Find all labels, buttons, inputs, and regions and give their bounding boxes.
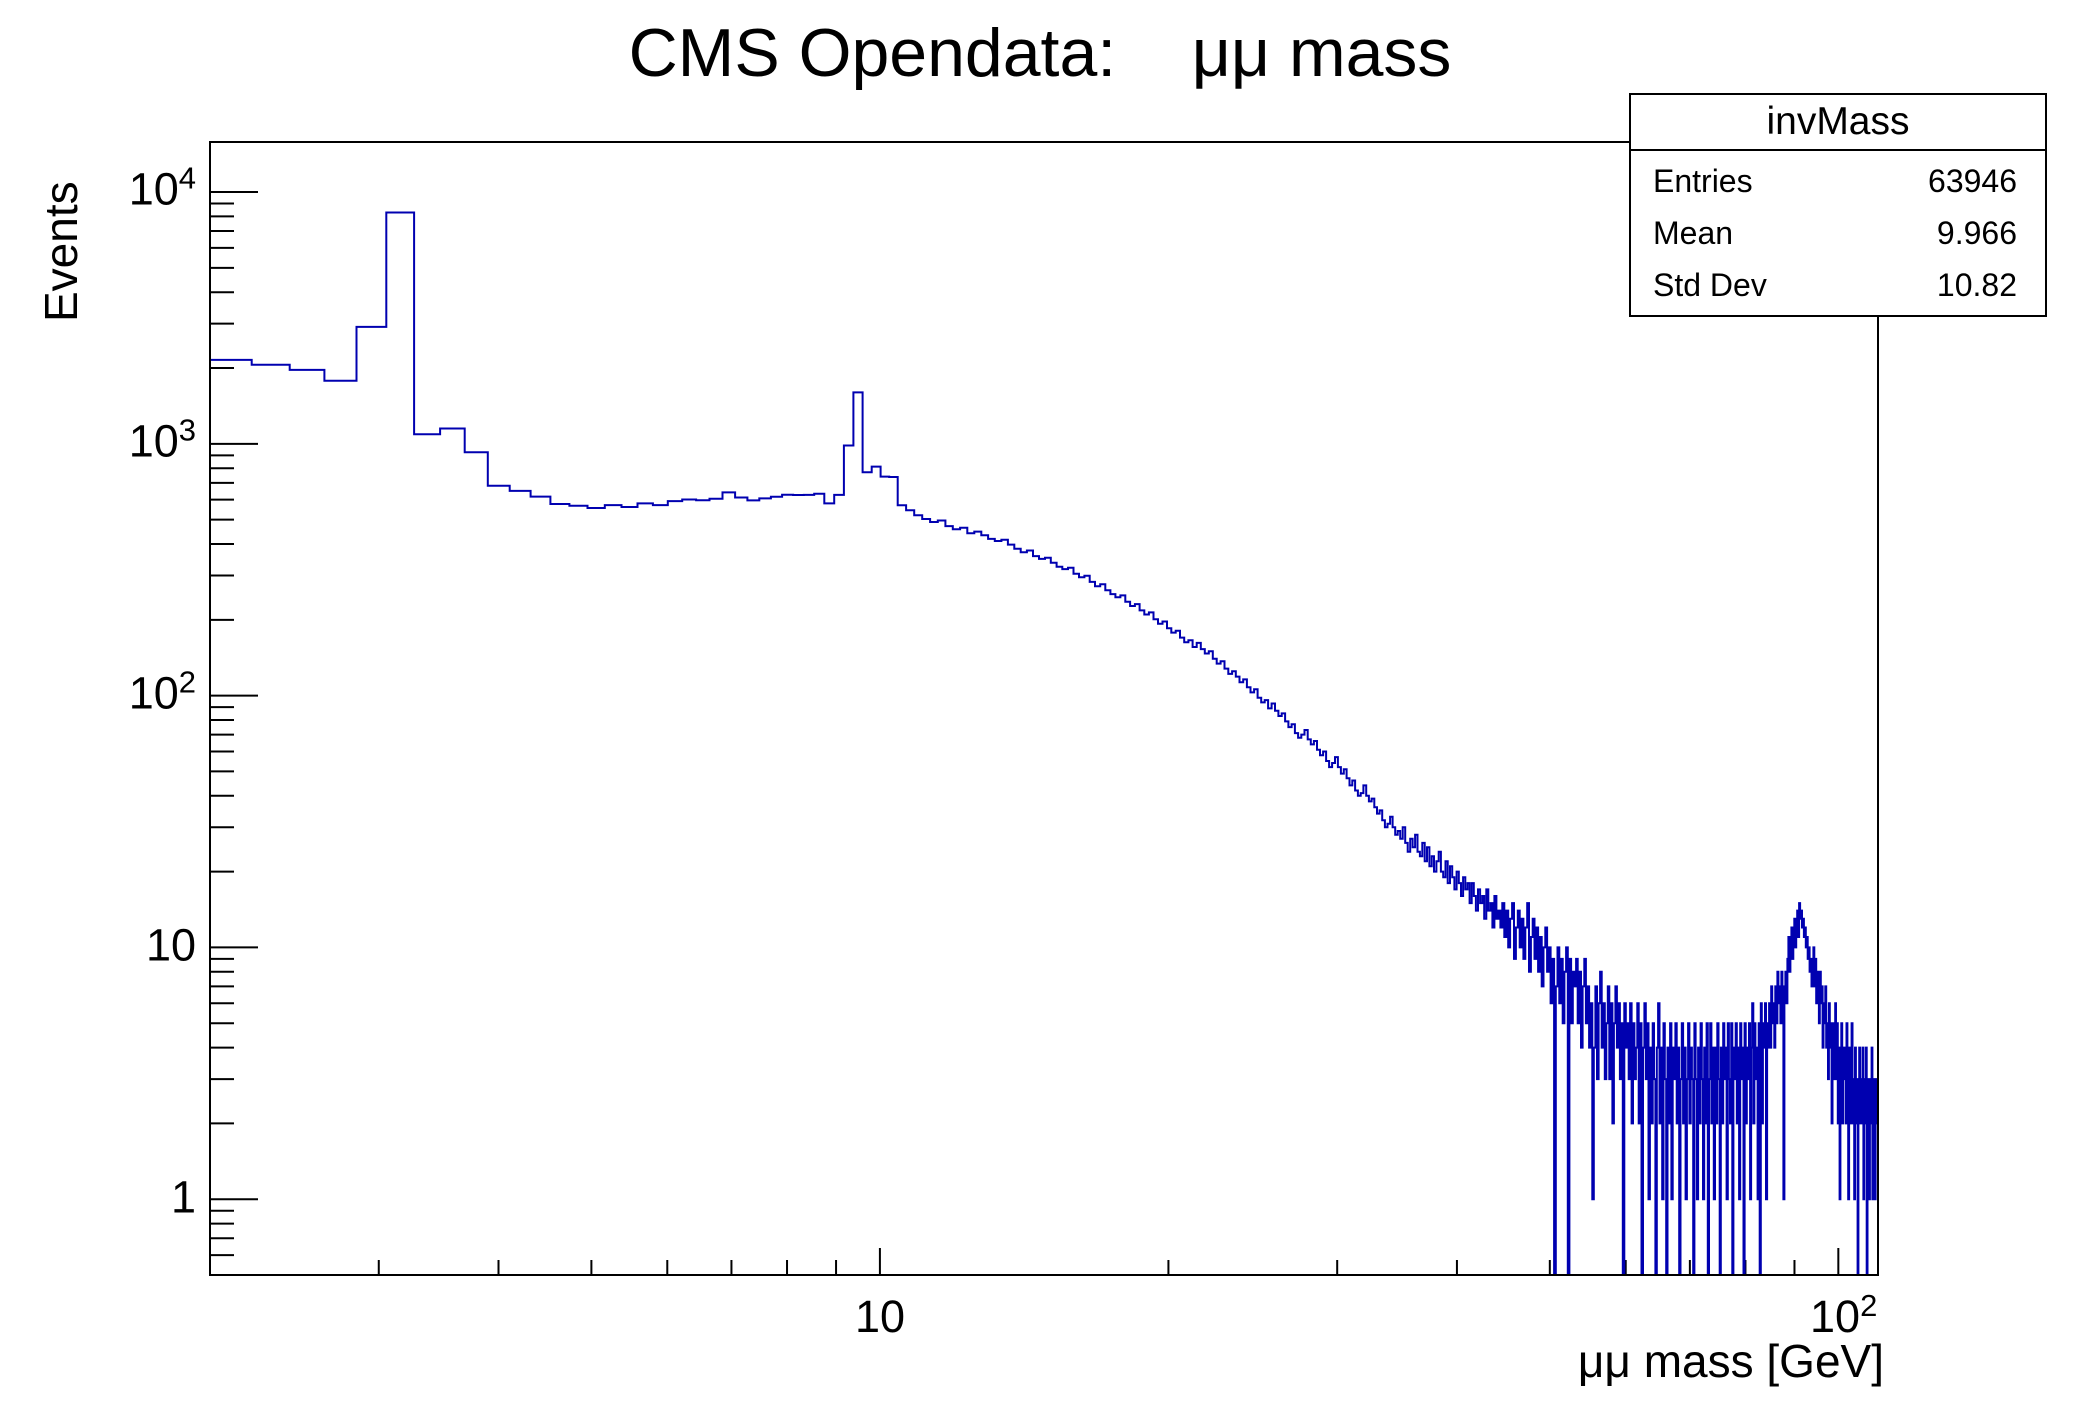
axis-ticks xyxy=(210,191,1840,1275)
stats-box: invMass Entries 63946 Mean 9.966 Std Dev… xyxy=(1629,93,2047,317)
stats-label: Std Dev xyxy=(1653,266,1767,303)
x-tick-label-10: 10 xyxy=(854,1291,906,1342)
x-tick-label-1e2: 102 xyxy=(1810,1288,1878,1342)
y-tick-label-1e3: 103 xyxy=(128,412,196,467)
stats-label: Entries xyxy=(1653,162,1753,199)
plot-frame xyxy=(209,141,1879,1276)
y-tick-label-10: 10 xyxy=(145,919,196,971)
stats-box-title: invMass xyxy=(1631,95,2045,151)
stats-row-mean: Mean 9.966 xyxy=(1631,215,2045,252)
stats-box-rows: Entries 63946 Mean 9.966 Std Dev 10.82 xyxy=(1631,151,2045,315)
y-tick-label-1: 1 xyxy=(170,1171,196,1223)
histogram-line xyxy=(210,211,1879,1276)
stats-row-entries: Entries 63946 xyxy=(1631,163,2045,200)
stats-row-stddev: Std Dev 10.82 xyxy=(1631,267,2045,304)
y-tick-label-1e2: 102 xyxy=(128,664,196,719)
stats-value: 10.82 xyxy=(1936,266,2017,303)
stats-label: Mean xyxy=(1653,214,1734,251)
x-axis-title: μμ mass [GeV] xyxy=(1577,1335,1884,1387)
stats-value: 63946 xyxy=(1928,162,2017,199)
plot-title: CMS Opendata: μμ mass xyxy=(628,15,1452,91)
stats-value: 9.966 xyxy=(1936,214,2017,251)
y-tick-label-1e4: 104 xyxy=(128,160,196,215)
